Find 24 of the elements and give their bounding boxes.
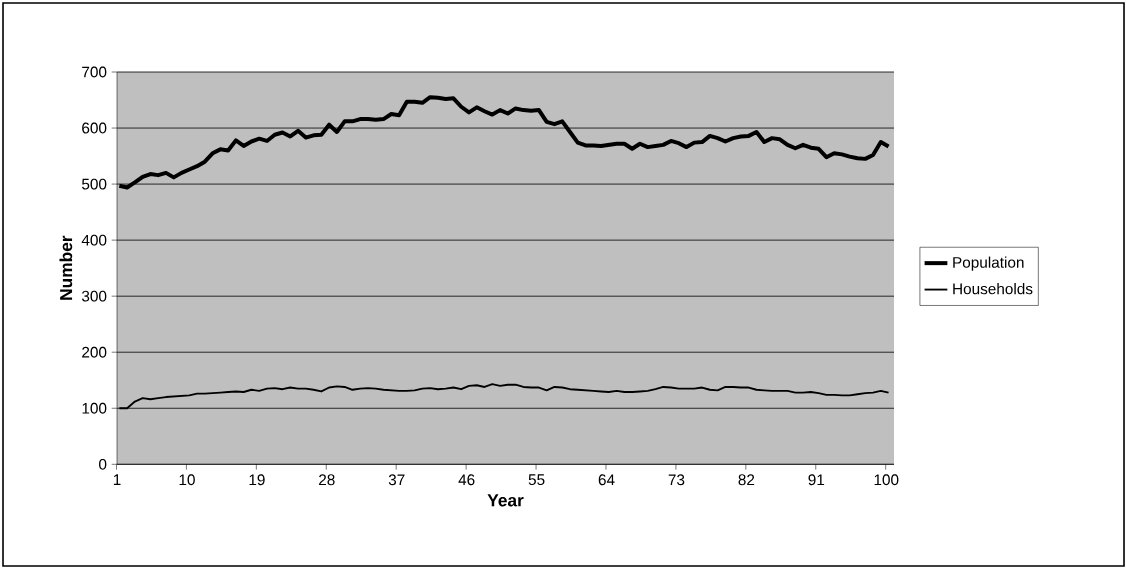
x-tick-label: 1 (113, 474, 121, 485)
x-tick-label: 46 (458, 474, 475, 486)
y-tick-label: 300 (81, 290, 107, 302)
y-tick-label: 100 (82, 402, 107, 414)
y-tick-label: 700 (82, 66, 107, 78)
x-tick-label: 91 (808, 474, 825, 486)
x-tick-label: 64 (598, 474, 615, 486)
x-axis-title: Year (487, 494, 524, 507)
legend-label: Population (953, 256, 1024, 271)
x-tick-label: 37 (388, 474, 405, 486)
legend-label: Households (953, 283, 1033, 295)
y-tick-label: 400 (81, 234, 107, 246)
y-tick-label: 0 (99, 458, 107, 470)
y-tick-label: 600 (82, 122, 107, 134)
x-tick-label: 73 (668, 474, 685, 486)
x-tick-label: 10 (179, 474, 195, 486)
y-tick-label: 500 (81, 178, 107, 190)
x-tick-label: 19 (249, 474, 265, 486)
y-axis-title: Number (59, 235, 73, 300)
x-tick-label: 28 (319, 474, 335, 486)
x-tick-label: 82 (738, 474, 755, 486)
x-tick-label: 100 (874, 474, 899, 486)
x-tick-label: 55 (528, 474, 545, 486)
y-tick-label: 200 (82, 346, 107, 358)
